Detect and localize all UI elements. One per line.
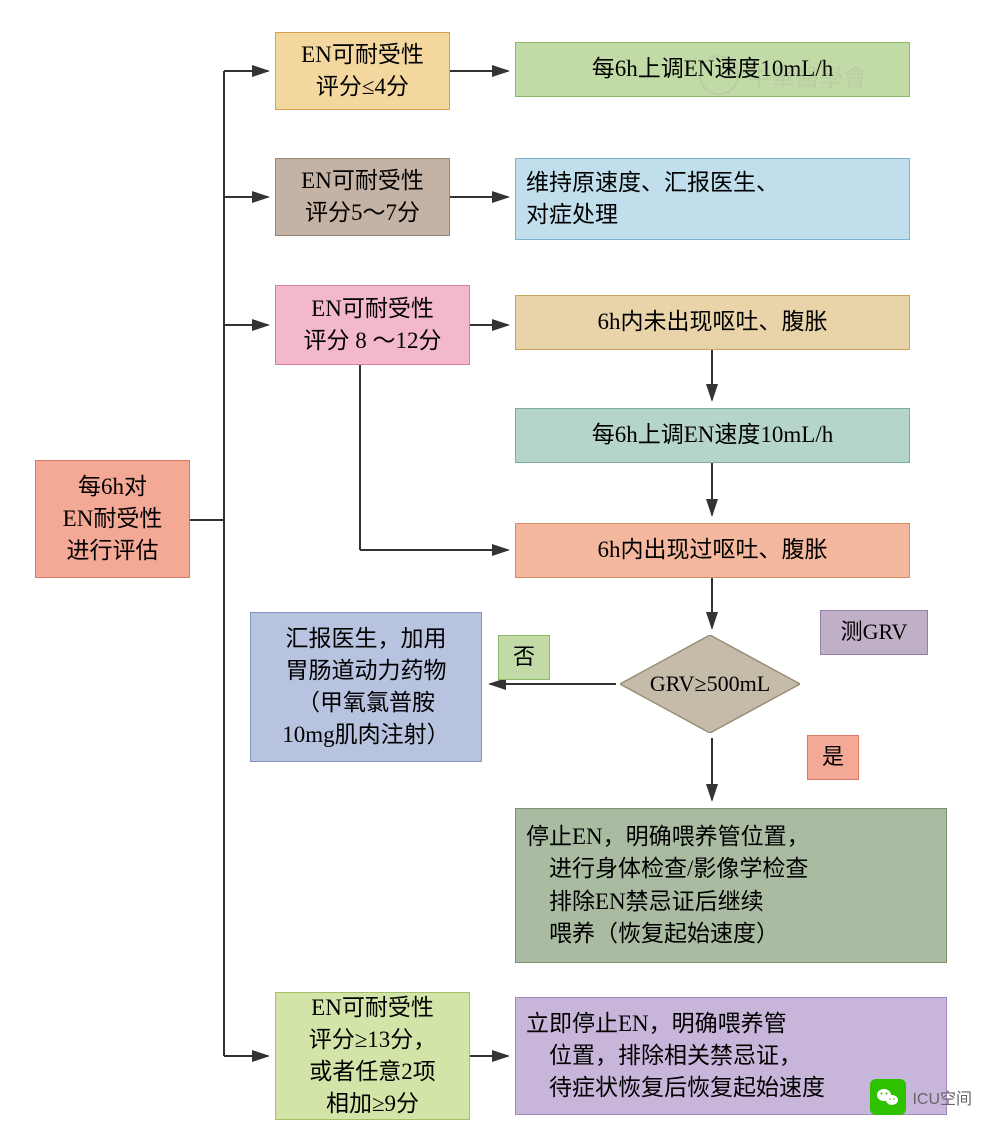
node-report_doctor: 汇报医生，加用 胃肠道动力药物 （甲氧氯普胺 10mg肌肉注射） — [250, 612, 482, 762]
wechat-icon — [870, 1079, 906, 1115]
node-no_vomit: 6h内未出现呕吐、腹胀 — [515, 295, 910, 350]
node-yes_label: 是 — [807, 735, 859, 780]
node-stop_en: 停止EN，明确喂养管位置， 进行身体检查/影像学检查 排除EN禁忌证后继续 喂养… — [515, 808, 947, 963]
node-increase2: 每6h上调EN速度10mL/h — [515, 408, 910, 463]
node-score13: EN可耐受性 评分≥13分， 或者任意2项 相加≥9分 — [275, 992, 470, 1120]
node-score812: EN可耐受性 评分 8 ～12分 — [275, 285, 470, 365]
node-grv_decision: GRV≥500mL — [620, 635, 800, 733]
watermark: 中華醫學會 — [699, 55, 867, 95]
node-score57: EN可耐受性 评分5～7分 — [275, 158, 450, 236]
node-had_vomit: 6h内出现过呕吐、腹胀 — [515, 523, 910, 578]
wechat-badge: ICU空间 — [870, 1079, 972, 1115]
node-start: 每6h对 EN耐受性 进行评估 — [35, 460, 190, 578]
node-no_label: 否 — [498, 635, 550, 680]
node-score57_action: 维持原速度、汇报医生、 对症处理 — [515, 158, 910, 240]
watermark-text: 中華醫學會 — [747, 58, 867, 93]
node-score4: EN可耐受性 评分≤4分 — [275, 32, 450, 110]
wechat-text: ICU空间 — [912, 1085, 972, 1109]
node-label-grv_decision: GRV≥500mL — [650, 671, 770, 697]
node-measure_grv: 测GRV — [820, 610, 928, 655]
